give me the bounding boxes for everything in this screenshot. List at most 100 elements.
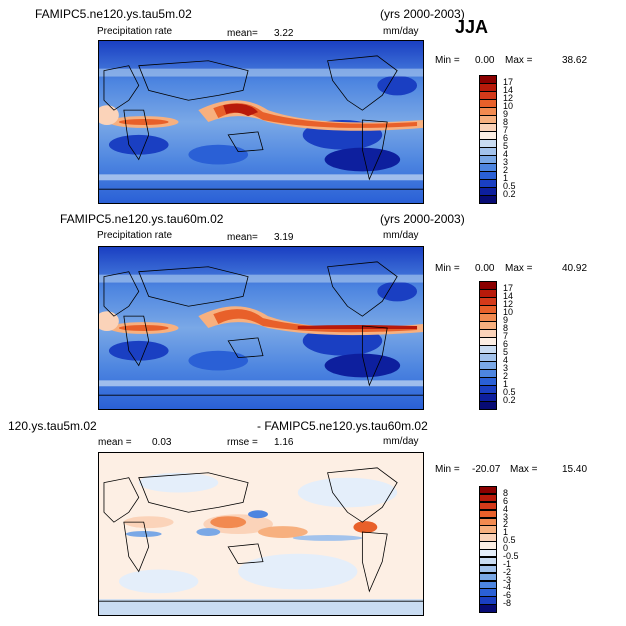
colorbar-segment (479, 533, 497, 542)
diff-max-label: Max = (510, 464, 538, 475)
colorbar-tick-label: 10 (503, 307, 514, 317)
panel2-units: mm/day (383, 230, 419, 241)
colorbar-tick-label: 9 (503, 109, 509, 119)
precip-diff-map (98, 452, 424, 616)
colorbar-tick-label: 14 (503, 85, 514, 95)
colorbar-segment (479, 580, 497, 589)
colorbar-tick-label: -8 (503, 598, 512, 609)
panel1-max-label: Max = (505, 55, 533, 66)
colorbar-tick-label: -3 (503, 574, 512, 585)
colorbar-tick-label: 8 (503, 487, 509, 498)
colorbar-tick-label: -6 (503, 590, 512, 601)
panel1-units: mm/day (383, 26, 419, 37)
diff-case-right: - FAMIPC5.ne120.ys.tau60m.02 (257, 419, 428, 433)
season-label: JJA (455, 17, 489, 37)
colorbar-precip-tau60m (479, 281, 497, 410)
panel2-years: (yrs 2000-2003) (380, 212, 465, 226)
colorbar-segment (479, 195, 497, 204)
colorbar-tick-label: 0 (503, 543, 509, 553)
colorbar-tick-label: 2 (503, 165, 509, 175)
colorbar-tick-label: -4 (503, 582, 512, 593)
panel1-min-value: 0.00 (475, 55, 495, 66)
colorbar-tick-label: 1 (503, 173, 509, 183)
colorbar-tick-label: -1 (503, 558, 512, 569)
colorbar-tick-label: 8 (503, 117, 509, 127)
colorbar-segment (479, 604, 497, 613)
colorbar-segment (479, 493, 497, 503)
diff-max-value: 15.40 (562, 464, 588, 475)
colorbar-tick-label: 4 (503, 355, 509, 365)
precip-map-tau60m (98, 246, 424, 410)
panel2-variable: Precipitation rate (97, 230, 173, 241)
colorbar-tick-label: 7 (503, 125, 509, 135)
panel1-min-label: Min = (435, 55, 460, 66)
colorbar-tick-label: 1 (503, 527, 509, 538)
panel2-mean-value: 3.19 (274, 232, 294, 243)
panel2-mean-label: mean= (227, 232, 258, 243)
colorbar-tick-label: 1 (503, 379, 509, 389)
colorbar-tick-label: 0.2 (503, 189, 516, 199)
colorbar-segment (479, 509, 497, 518)
diff-min-label: Min = (435, 464, 460, 475)
colorbar-tick-label: 8 (503, 323, 509, 333)
panel1-case-title: FAMIPC5.ne120.ys.tau5m.02 (35, 7, 192, 21)
colorbar-tick-label: -2 (503, 566, 512, 577)
colorbar-tick-label: 0.2 (503, 395, 516, 405)
colorbar-segment (479, 517, 497, 526)
colorbar-tick-label: 6 (503, 339, 509, 349)
diff-case-left: 120.ys.tau5m.02 (8, 419, 97, 433)
panel1-variable: Precipitation rate (97, 26, 173, 37)
colorbar-tick-label: 3 (503, 511, 509, 522)
diff-rmse-label: rmse = (227, 437, 258, 448)
colorbar-tick-label: 12 (503, 93, 514, 103)
colorbar-tick-label: -0.5 (503, 550, 519, 561)
colorbar-tick-label: 6 (503, 495, 509, 506)
colorbar-tick-label: 2 (503, 519, 509, 530)
colorbar-tick-label: 2 (503, 371, 509, 381)
colorbar-tick-label: 0.5 (503, 181, 516, 191)
panel1-years: (yrs 2000-2003) (380, 7, 465, 21)
colorbar-segment (479, 556, 497, 566)
colorbar-precip-tau5m (479, 75, 497, 204)
colorbar-tick-label: 3 (503, 157, 509, 167)
diff-rmse-value: 1.16 (274, 437, 294, 448)
colorbar-segment (479, 596, 497, 605)
colorbar-segment (479, 401, 497, 410)
colorbar-tick-label: 0.5 (503, 387, 516, 397)
colorbar-segment (479, 486, 497, 495)
panel1-mean-label: mean= (227, 28, 258, 39)
colorbar-tick-label: 9 (503, 315, 509, 325)
colorbar-tick-label: 17 (503, 283, 514, 293)
colorbar-tick-label: 10 (503, 101, 514, 111)
colorbar-tick-label: 4 (503, 149, 509, 159)
colorbar-tick-label: 7 (503, 331, 509, 341)
panel2-max-label: Max = (505, 263, 533, 274)
precip-map-tau5m (98, 40, 424, 204)
colorbar-tick-label: 3 (503, 363, 509, 373)
colorbar-segment (479, 525, 497, 534)
diff-mean-label: mean = (98, 437, 132, 448)
colorbar-segment (479, 588, 497, 597)
colorbar-segment (479, 572, 497, 581)
colorbar-tick-label: 14 (503, 291, 514, 301)
colorbar-segment (479, 549, 497, 558)
colorbar-tick-label: 12 (503, 299, 514, 309)
colorbar-tick-label: 17 (503, 77, 514, 87)
panel1-max-value: 38.62 (562, 55, 588, 66)
panel2-max-value: 40.92 (562, 263, 588, 274)
colorbar-tick-label: 0.5 (503, 535, 516, 546)
colorbar-tick-label: 5 (503, 347, 509, 357)
panel2-min-label: Min = (435, 263, 460, 274)
colorbar-segment (479, 501, 497, 511)
panel2-case-title: FAMIPC5.ne120.ys.tau60m.02 (60, 212, 224, 226)
colorbar-tick-label: 4 (503, 503, 509, 514)
panel2-min-value: 0.00 (475, 263, 495, 274)
diff-mean-value: 0.03 (152, 437, 172, 448)
colorbar-segment (479, 564, 497, 574)
colorbar-segment (479, 541, 497, 550)
colorbar-precip-diff (479, 486, 497, 613)
diff-min-value: -20.07 (472, 464, 501, 475)
panel1-mean-value: 3.22 (274, 28, 294, 39)
colorbar-tick-label: 6 (503, 133, 509, 143)
colorbar-tick-label: 5 (503, 141, 509, 151)
